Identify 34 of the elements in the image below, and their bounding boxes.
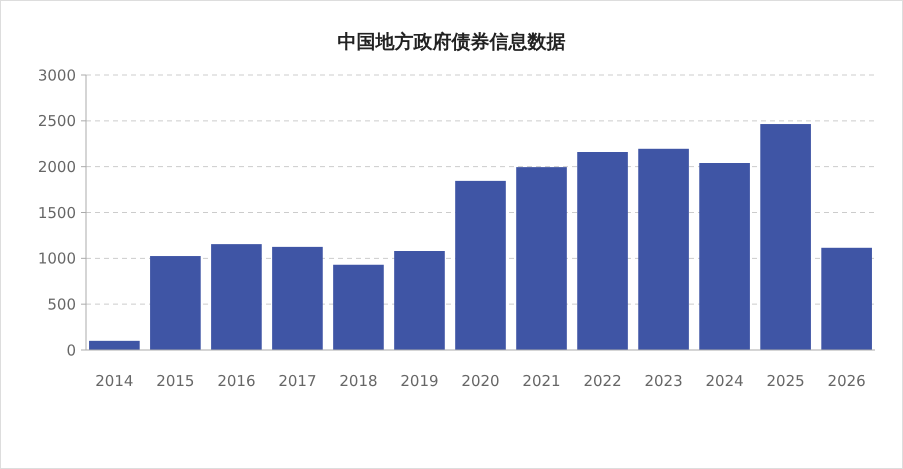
x-tick-label: 2026 bbox=[828, 372, 866, 390]
x-tick-label: 2014 bbox=[95, 372, 134, 390]
x-tick-label: 2021 bbox=[522, 372, 561, 390]
x-tick-label: 2024 bbox=[705, 372, 744, 390]
y-tick-label: 1000 bbox=[38, 250, 76, 268]
y-tick-label: 3000 bbox=[38, 66, 76, 84]
x-tick-label: 2025 bbox=[766, 372, 805, 390]
bar bbox=[211, 244, 262, 350]
x-tick-label: 2023 bbox=[644, 372, 683, 390]
x-tick-label: 2016 bbox=[217, 372, 256, 390]
x-tick-label: 2015 bbox=[156, 372, 194, 390]
y-tick-label: 2000 bbox=[38, 158, 76, 176]
x-tick-label: 2017 bbox=[278, 372, 317, 390]
bar bbox=[577, 152, 628, 350]
x-tick-label: 2020 bbox=[461, 372, 500, 390]
bar bbox=[394, 251, 445, 350]
bar bbox=[455, 180, 506, 350]
bar bbox=[699, 163, 750, 350]
bar bbox=[821, 248, 872, 350]
y-tick-label: 0 bbox=[66, 341, 76, 360]
y-tick-label: 2500 bbox=[38, 112, 76, 130]
x-tick-label: 2019 bbox=[400, 372, 439, 390]
bar bbox=[760, 124, 811, 350]
x-tick-label: 2022 bbox=[583, 372, 622, 390]
chart-title: 中国地方政府债券信息数据 bbox=[338, 31, 566, 53]
y-tick-label: 500 bbox=[47, 295, 76, 314]
bar bbox=[272, 246, 323, 350]
x-tick-label: 2018 bbox=[339, 372, 378, 390]
bar bbox=[89, 340, 140, 350]
y-tick-label: 1500 bbox=[38, 204, 76, 222]
bar bbox=[333, 264, 384, 350]
bar bbox=[150, 256, 201, 350]
bar bbox=[638, 148, 689, 350]
bar bbox=[516, 167, 567, 350]
